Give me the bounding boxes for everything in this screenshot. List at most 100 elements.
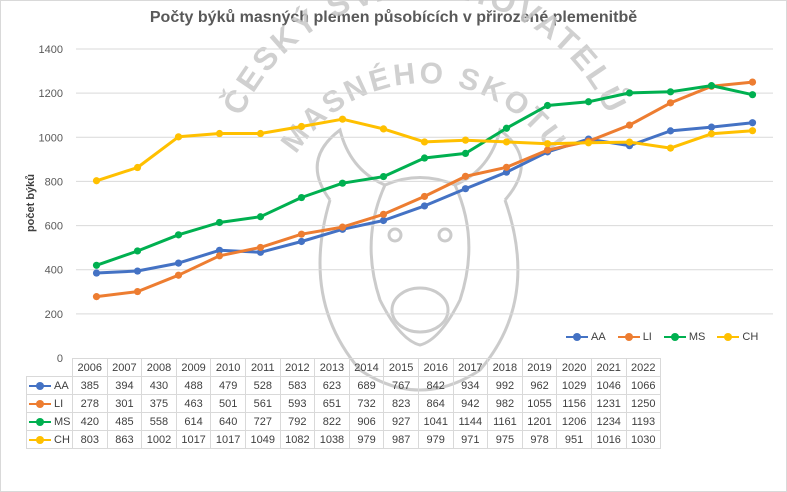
table-cell: 1017 [175, 430, 212, 449]
table-cell: 278 [72, 394, 108, 413]
y-tick-label: 400 [45, 265, 63, 277]
data-point-aa [666, 127, 675, 135]
data-point-ch [625, 138, 634, 146]
data-point-ms [174, 231, 183, 239]
data-point-li [748, 78, 757, 86]
series-name: CH [54, 433, 70, 446]
table-cell: 979 [417, 430, 454, 449]
legend-item-li: LI [617, 331, 652, 343]
legend-label: AA [591, 331, 606, 343]
legend-key [29, 399, 51, 408]
legend-key [29, 417, 51, 426]
table-cell: 689 [348, 376, 385, 395]
data-point-aa [379, 216, 388, 225]
table-cell: 1002 [141, 430, 177, 449]
table-cell: 528 [244, 376, 281, 395]
data-point-ms [420, 154, 429, 162]
x-tick-label: 2022 [625, 358, 662, 377]
table-cell: 1234 [590, 412, 627, 431]
table-cell: 1082 [279, 430, 316, 449]
data-point-aa [133, 267, 142, 275]
data-point-ch [256, 129, 265, 138]
table-cell: 803 [72, 430, 108, 449]
x-tick-label: 2019 [521, 358, 558, 377]
table-cell: 767 [383, 376, 419, 395]
y-tick-label: 200 [45, 309, 63, 321]
data-point-ch [379, 125, 388, 133]
table-cell: 727 [244, 412, 281, 431]
table-cell: 561 [244, 394, 281, 413]
legend-item-ms: MS [663, 331, 706, 343]
table-cell: 992 [487, 376, 523, 395]
legend-key [717, 333, 740, 342]
table-cell: 906 [348, 412, 385, 431]
table-cell: 978 [521, 430, 558, 449]
table-cell: 1206 [556, 412, 592, 431]
data-point-li [543, 146, 552, 154]
data-point-aa [461, 185, 470, 193]
table-cell: 792 [279, 412, 316, 431]
table-cell: 1066 [625, 376, 662, 395]
table-cell: 1193 [625, 412, 662, 431]
table-cell: 385 [72, 376, 108, 395]
table-cell: 1038 [314, 430, 350, 449]
data-point-aa [215, 246, 224, 254]
data-point-aa [174, 259, 183, 267]
table-cell: 863 [106, 430, 143, 449]
series-name: MS [54, 415, 71, 428]
table-cell: 479 [210, 376, 246, 395]
y-tick-label: 1400 [39, 44, 63, 56]
table-corner [26, 358, 73, 377]
legend-key [29, 435, 51, 444]
data-table: 2006 2007 2008 2009 2010 2011 2012 2013 2014 2015… [26, 358, 662, 449]
y-tick-label: 1000 [39, 132, 63, 144]
legend-label: LI [642, 331, 652, 343]
x-tick-label: 2020 [556, 358, 592, 377]
table-cell: 1041 [417, 412, 454, 431]
data-point-ms [666, 88, 675, 96]
data-point-li [625, 121, 634, 129]
legend: AA LI MS CH [566, 331, 770, 343]
legend-label: CH [742, 331, 759, 343]
x-tick-label: 2009 [175, 358, 212, 377]
data-point-li [256, 243, 265, 252]
table-cell: 1156 [556, 394, 592, 413]
legend-key [663, 333, 686, 342]
x-tick-label: 2018 [487, 358, 523, 377]
x-tick-label: 2013 [314, 358, 350, 377]
table-cell: 1029 [556, 376, 592, 395]
table-cell: 1055 [521, 394, 558, 413]
data-point-ch [338, 115, 347, 123]
x-tick-label: 2021 [590, 358, 627, 377]
y-axis-label: počet býků [25, 173, 37, 233]
table-cell: 485 [106, 412, 143, 431]
data-point-ch [748, 127, 757, 135]
table-cell: 488 [175, 376, 212, 395]
table-cell: 1049 [244, 430, 281, 449]
table-row: AA 385 394 430 488 479 528 583 623 689 767 842 934 99… [26, 376, 662, 395]
table-cell: 623 [314, 376, 350, 395]
data-point-ch [707, 130, 716, 138]
data-point-ch [461, 136, 470, 144]
legend-item-aa: AA [566, 331, 606, 343]
table-cell: 501 [210, 394, 246, 413]
table-cell: 651 [314, 394, 350, 413]
x-tick-label: 2007 [106, 358, 143, 377]
table-cell: 1046 [590, 376, 627, 395]
data-point-ms [748, 91, 757, 99]
table-cell: 1161 [487, 412, 523, 431]
legend-key [566, 333, 588, 342]
x-tick-label: 2017 [452, 358, 489, 377]
legend-label: MS [688, 331, 706, 343]
y-tick-label: 800 [45, 176, 63, 188]
table-cell: 1016 [590, 430, 627, 449]
table-cell: 942 [452, 394, 489, 413]
data-point-ch [502, 138, 511, 146]
data-point-ch [215, 129, 224, 138]
data-point-ms [502, 124, 511, 132]
table-cell: 1231 [590, 394, 627, 413]
table-row: CH 803 863 1002 1017 1017 1049 1082 1038 979 987 97… [26, 430, 662, 449]
table-cell: 975 [487, 430, 523, 449]
table-cell: 927 [383, 412, 419, 431]
table-cell: 971 [452, 430, 489, 449]
